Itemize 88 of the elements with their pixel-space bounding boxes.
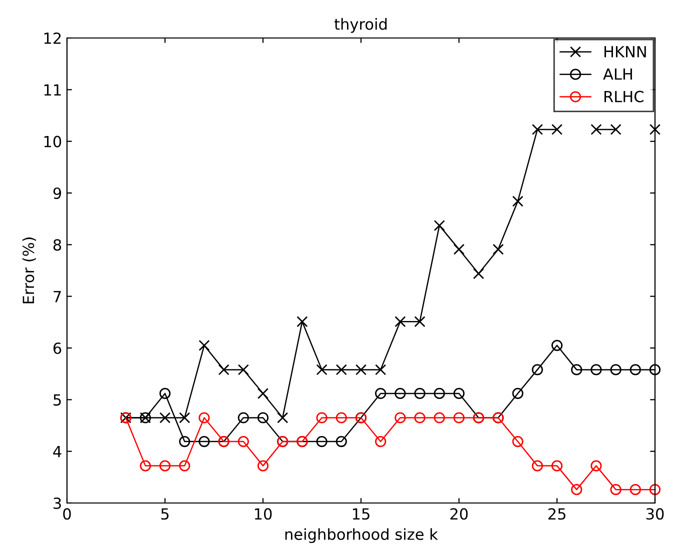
point bbox=[179, 436, 190, 448]
legend-label: RLHC bbox=[604, 90, 644, 102]
point bbox=[375, 436, 386, 448]
point bbox=[375, 364, 386, 376]
point bbox=[414, 412, 426, 424]
point bbox=[434, 220, 445, 232]
point bbox=[630, 484, 641, 496]
point bbox=[532, 460, 543, 472]
point bbox=[551, 460, 563, 472]
point bbox=[532, 364, 543, 376]
point bbox=[473, 268, 484, 280]
point bbox=[355, 364, 367, 376]
point bbox=[336, 364, 347, 376]
point bbox=[316, 364, 328, 376]
point bbox=[571, 364, 582, 376]
x-tick-label: 0 bbox=[63, 508, 71, 520]
point bbox=[571, 484, 582, 496]
point bbox=[610, 124, 622, 136]
y-tick-label: 5 bbox=[54, 394, 61, 406]
point bbox=[649, 124, 661, 136]
y-tick-label: 9 bbox=[53, 187, 62, 200]
point bbox=[375, 388, 386, 400]
point bbox=[198, 412, 210, 424]
point bbox=[238, 412, 249, 424]
point bbox=[316, 436, 328, 448]
point bbox=[159, 412, 171, 424]
point bbox=[277, 412, 288, 424]
x-axis-title: neighborhood size k bbox=[285, 528, 438, 543]
point bbox=[551, 340, 563, 351]
point bbox=[257, 388, 269, 400]
point bbox=[492, 244, 504, 255]
point bbox=[394, 412, 406, 424]
point bbox=[198, 340, 210, 351]
point bbox=[394, 316, 406, 328]
point bbox=[649, 484, 661, 496]
point bbox=[590, 460, 602, 472]
point bbox=[453, 412, 465, 424]
point bbox=[296, 316, 308, 328]
y-axis-title: Error (%) bbox=[22, 238, 36, 304]
point bbox=[453, 244, 465, 255]
point bbox=[336, 412, 347, 424]
point bbox=[238, 436, 249, 448]
point bbox=[218, 364, 230, 376]
point bbox=[257, 412, 269, 424]
legend-label: HKNN bbox=[604, 46, 646, 58]
point bbox=[336, 436, 347, 448]
point bbox=[590, 124, 602, 136]
point bbox=[394, 388, 406, 400]
point bbox=[532, 124, 543, 136]
x-tick-label: 30 bbox=[646, 508, 664, 520]
point bbox=[179, 412, 190, 424]
y-tick-label: 6 bbox=[53, 342, 62, 354]
point bbox=[551, 124, 563, 136]
y-tick-label: 12 bbox=[44, 32, 61, 44]
point bbox=[159, 388, 171, 400]
point bbox=[434, 412, 445, 424]
legend-label: ALH bbox=[603, 68, 632, 80]
y-tick-label: 8 bbox=[53, 239, 62, 251]
point bbox=[434, 388, 445, 400]
point bbox=[238, 364, 249, 376]
point bbox=[630, 364, 641, 376]
point bbox=[649, 364, 661, 376]
x-tick-label: 25 bbox=[548, 508, 566, 520]
chart-title: thyroid bbox=[334, 18, 387, 33]
point bbox=[316, 412, 328, 424]
point bbox=[512, 436, 524, 448]
point bbox=[414, 388, 426, 400]
point bbox=[512, 388, 524, 400]
y-tick-label: 7 bbox=[54, 291, 61, 302]
y-tick-label: 10 bbox=[44, 136, 62, 148]
point bbox=[590, 364, 602, 376]
y-tick-label: 11 bbox=[44, 84, 61, 96]
point bbox=[414, 316, 426, 328]
point bbox=[453, 388, 465, 400]
x-tick-label: 5 bbox=[161, 508, 169, 520]
point bbox=[610, 484, 622, 496]
point bbox=[179, 460, 190, 472]
point bbox=[198, 436, 210, 448]
x-tick-label: 15 bbox=[352, 508, 370, 520]
point bbox=[512, 196, 524, 207]
point bbox=[257, 460, 269, 472]
x-tick-label: 20 bbox=[450, 508, 468, 520]
y-tick-label: 3 bbox=[54, 497, 61, 510]
point bbox=[159, 460, 171, 472]
x-tick-label: 10 bbox=[254, 508, 272, 520]
point bbox=[140, 460, 151, 472]
point bbox=[610, 364, 622, 376]
y-tick-label: 4 bbox=[53, 446, 62, 458]
